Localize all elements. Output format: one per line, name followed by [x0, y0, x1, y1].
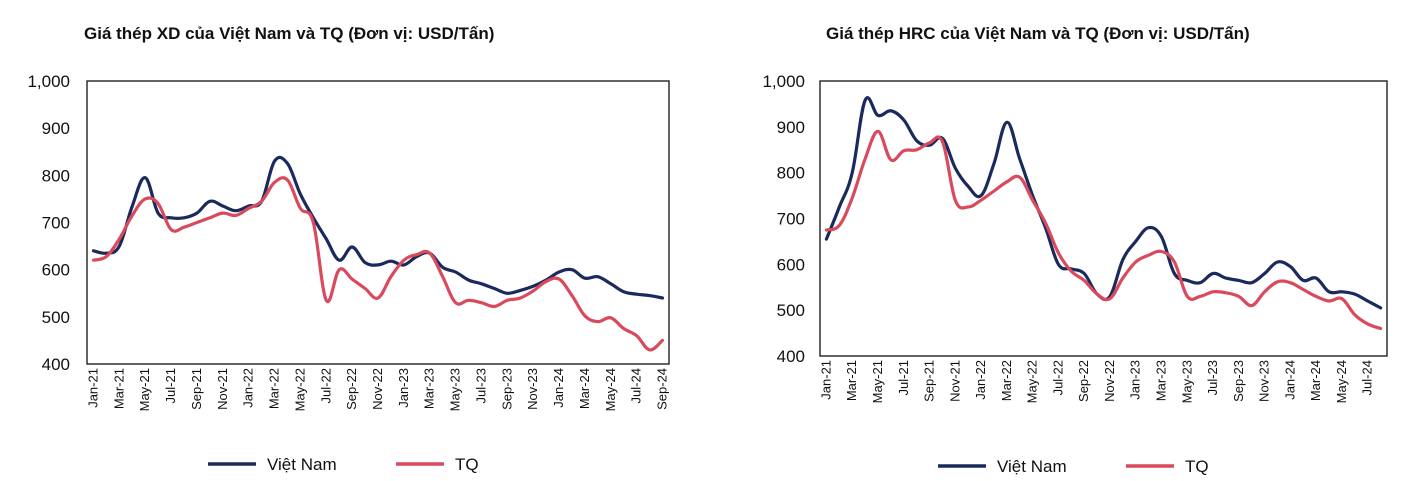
- y-tick-label: 800: [777, 164, 805, 183]
- x-tick-label: Jul-22: [1050, 360, 1065, 395]
- x-tick-label: Nov-21: [947, 360, 962, 402]
- x-tick-label: Sep-23: [499, 368, 514, 410]
- chart-2-title: Giá thép HRC của Việt Nam và TQ (Đơn vị:…: [826, 24, 1250, 43]
- series-line-viet-nam: [824, 96, 1383, 310]
- x-tick-label: Sep-21: [189, 368, 204, 410]
- y-tick-label: 400: [777, 347, 805, 366]
- legend-label-viet-nam: Việt Nam: [997, 457, 1067, 476]
- y-tick-label: 900: [777, 118, 805, 137]
- x-tick-label: Jan-23: [396, 368, 411, 408]
- y-tick-label: 1,000: [27, 72, 70, 91]
- x-tick-label: Jan-24: [551, 368, 566, 408]
- x-tick-label: Sep-23: [1231, 360, 1246, 402]
- series-line-viet-nam: [91, 155, 665, 300]
- plot-area-frame: [819, 80, 1388, 357]
- x-tick-label: Jul-21: [163, 368, 178, 403]
- x-tick-label: May-23: [448, 368, 463, 411]
- chart-1-title: Giá thép XD của Việt Nam và TQ (Đơn vị: …: [84, 24, 495, 43]
- x-tick-label: May-23: [1179, 360, 1194, 403]
- x-tick-label: May-24: [1334, 360, 1349, 403]
- x-tick-label: Mar-21: [111, 368, 126, 409]
- x-tick-label: Jul-23: [1205, 360, 1220, 395]
- x-tick-label: Jan-21: [86, 368, 101, 408]
- y-tick-label: 900: [42, 119, 70, 138]
- x-tick-label: Jan-21: [818, 360, 833, 400]
- y-tick-label: 700: [777, 210, 805, 229]
- x-tick-label: May-21: [870, 360, 885, 403]
- x-tick-label: May-22: [1025, 360, 1040, 403]
- y-tick-label: 600: [42, 261, 70, 280]
- x-tick-label: Sep-24: [655, 368, 670, 410]
- x-tick-label: Jan-22: [973, 360, 988, 400]
- legend-label-tq: TQ: [455, 455, 479, 474]
- y-tick-label: 500: [42, 308, 70, 327]
- y-tick-label: 1,000: [762, 72, 805, 91]
- x-tick-label: Jul-24: [1360, 360, 1375, 395]
- y-tick-label: 700: [42, 214, 70, 233]
- x-tick-label: Jul-23: [474, 368, 489, 403]
- chart-1-xd-steel-price: 1,000 900 800 700 600 500 400 Jan-21 Mar-21 May-2…: [27, 72, 670, 474]
- x-tick-label: Sep-22: [1076, 360, 1091, 402]
- series-line-tq: [824, 129, 1383, 331]
- y-tick-label: 600: [777, 255, 805, 274]
- x-tick-label: Mar-22: [999, 360, 1014, 401]
- legend-label-tq: TQ: [1185, 457, 1209, 476]
- x-tick-label: Mar-21: [844, 360, 859, 401]
- x-tick-label: Jan-22: [241, 368, 256, 408]
- x-tick-label: Sep-21: [922, 360, 937, 402]
- x-tick-label: Jul-24: [629, 368, 644, 403]
- y-tick-label: 500: [777, 301, 805, 320]
- series-line-tq: [91, 176, 665, 352]
- y-tick-label: 800: [42, 166, 70, 185]
- x-tick-label: May-22: [292, 368, 307, 411]
- x-tick-label: Nov-23: [1257, 360, 1272, 402]
- legend-label-viet-nam: Việt Nam: [267, 455, 337, 474]
- x-tick-label: Jul-22: [318, 368, 333, 403]
- x-tick-label: Mar-23: [1154, 360, 1169, 401]
- x-tick-label: Mar-22: [267, 368, 282, 409]
- x-tick-label: Nov-22: [1102, 360, 1117, 402]
- x-tick-label: Jan-23: [1128, 360, 1143, 400]
- x-tick-label: May-24: [603, 368, 618, 411]
- x-tick-label: Mar-24: [577, 368, 592, 409]
- x-tick-label: Nov-23: [525, 368, 540, 410]
- plot-area-frame: [86, 80, 670, 365]
- x-tick-label: Mar-23: [422, 368, 437, 409]
- x-tick-label: Jan-24: [1282, 360, 1297, 400]
- x-tick-label: May-21: [137, 368, 152, 411]
- x-tick-label: Sep-22: [344, 368, 359, 410]
- y-tick-label: 400: [42, 355, 70, 374]
- x-tick-label: Nov-21: [215, 368, 230, 410]
- x-tick-label: Mar-24: [1308, 360, 1323, 401]
- x-tick-label: Jul-21: [896, 360, 911, 395]
- x-tick-label: Nov-22: [370, 368, 385, 410]
